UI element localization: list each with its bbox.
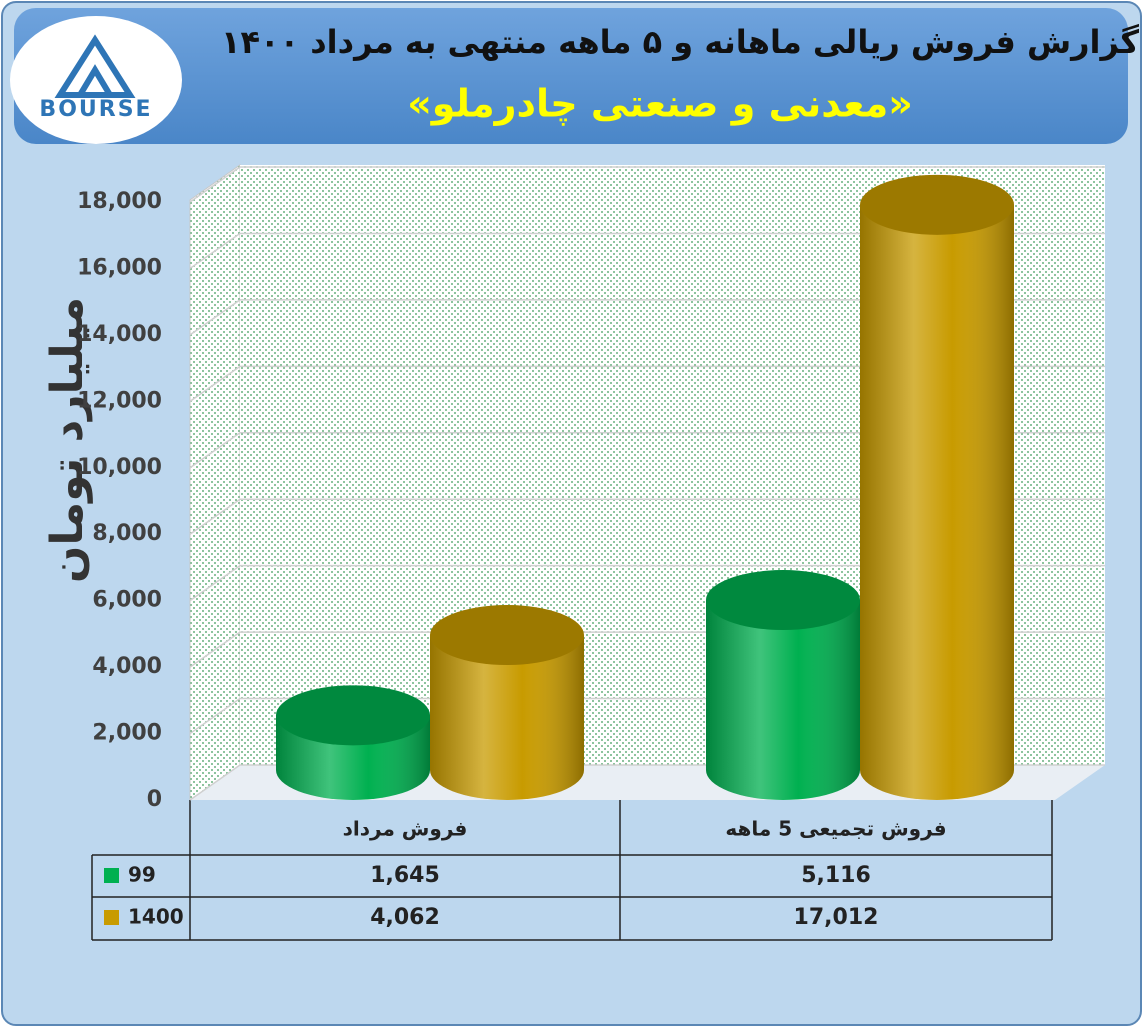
logo-mark (54, 34, 136, 98)
bar-top (860, 174, 1014, 235)
bar-shade (430, 635, 584, 800)
title-banner (14, 8, 1128, 144)
logo-background (10, 16, 182, 144)
y-tick-label: 14,000 (77, 322, 162, 347)
logo-text: BOURSE (39, 97, 152, 122)
y-tick-label: 12,000 (77, 388, 162, 413)
x-tick-label: فروش تجمیعی 5 ماهه (725, 817, 946, 841)
chart-subtitle: «معدنی و صنعتی چادرملو» (407, 82, 913, 127)
grid-line (189, 564, 1105, 602)
y-tick-label: 4,000 (92, 654, 162, 679)
bar-top-shade (706, 570, 860, 631)
bar-top (276, 685, 430, 746)
y-tick-label: 10,000 (77, 455, 162, 480)
legend-label: 1400 (128, 905, 184, 929)
y-axis-label: میلیارد تومان (42, 297, 93, 583)
table-value: 17,012 (794, 905, 879, 930)
y-tick-label: 8,000 (92, 521, 162, 546)
bar-shade (706, 600, 860, 800)
legend-label: 99 (128, 863, 156, 887)
data-table (91, 800, 1053, 941)
bar-top-shade (430, 605, 584, 666)
grid-line (189, 166, 1105, 203)
table-value: 5,116 (801, 863, 871, 888)
grid-line (189, 432, 1105, 469)
grid-line (189, 299, 1105, 336)
bar-top (706, 570, 860, 631)
table-value: 4,062 (370, 905, 440, 930)
side-wall (189, 164, 241, 801)
y-tick-label: 18,000 (77, 189, 162, 214)
table-value: 1,645 (370, 863, 440, 888)
grid-line (189, 232, 1105, 270)
legend-swatch (104, 868, 119, 883)
bar-shade (860, 204, 1014, 801)
bar-top-shade (860, 174, 1014, 235)
bar-top (430, 605, 584, 666)
y-tick-label: 6,000 (92, 588, 162, 613)
y-tick-label: 0 (147, 787, 162, 812)
grid-line (189, 498, 1105, 535)
chart-title: گزارش فروش ریالی ماهانه و ۵ ماهه منتهی ب… (221, 23, 1139, 61)
y-tick-label: 2,000 (92, 721, 162, 746)
x-tick-label: فروش مرداد (343, 817, 468, 841)
y-tick-label: 16,000 (77, 255, 162, 280)
grid-line (189, 365, 1105, 402)
legend-swatch (104, 910, 119, 925)
bar-top-shade (276, 685, 430, 746)
